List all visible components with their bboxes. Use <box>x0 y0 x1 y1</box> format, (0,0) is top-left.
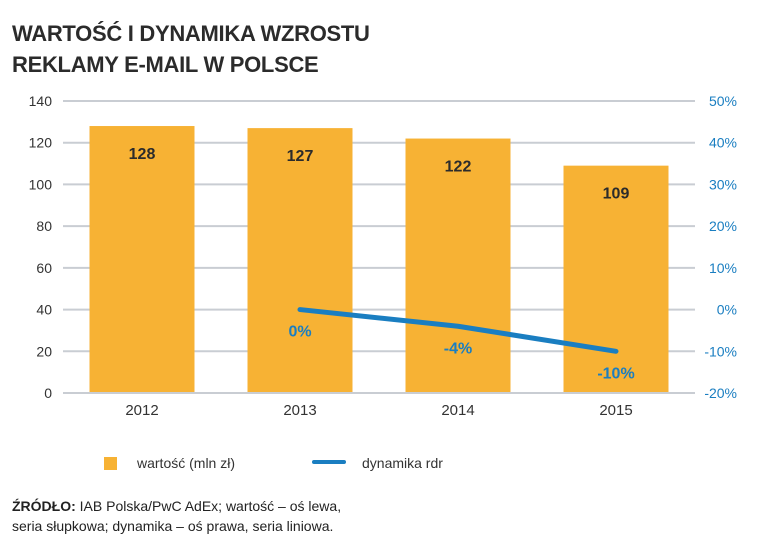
bar-value-label: 128 <box>129 146 156 163</box>
source-text: IAB Polska/PwC AdEx; wartość – oś lewa, <box>75 498 342 514</box>
right-tick-label: 50% <box>709 93 737 109</box>
bar <box>405 138 511 393</box>
title-line-2: REKLAMY E-MAIL W POLSCE <box>12 52 319 77</box>
legend-item-growth: dynamika rdr <box>312 455 443 471</box>
legend-label: dynamika rdr <box>362 455 443 471</box>
bar-value-label: 109 <box>603 186 630 203</box>
bar <box>89 126 195 394</box>
x-tick-label: 2012 <box>125 402 158 419</box>
x-tick-label: 2013 <box>283 402 316 419</box>
right-tick-label: 30% <box>709 176 737 192</box>
left-tick-label: 0 <box>44 385 52 401</box>
source-note: ŹRÓDŁO: IAB Polska/PwC AdEx; wartość – o… <box>12 496 341 536</box>
right-tick-label: 10% <box>709 260 737 276</box>
bar <box>563 165 669 393</box>
right-tick-label: 40% <box>709 135 737 151</box>
bar-value-label: 127 <box>287 148 314 165</box>
line-value-label: 0% <box>288 324 311 341</box>
left-tick-label: 80 <box>36 218 52 234</box>
bar <box>247 128 353 393</box>
line-value-label: -10% <box>597 365 634 382</box>
left-tick-label: 120 <box>29 135 53 151</box>
legend-swatch-line <box>312 460 346 464</box>
source-label: ŹRÓDŁO: <box>12 498 76 514</box>
line-value-label: -4% <box>444 340 472 357</box>
right-tick-label: 0% <box>717 302 737 318</box>
legend-item-value: wartość (mln zł) <box>104 455 235 471</box>
source-text-2: seria słupkowa; dynamika – oś prawa, ser… <box>12 518 334 534</box>
left-tick-label: 100 <box>29 176 53 192</box>
growth-line <box>297 307 619 354</box>
right-tick-label: -20% <box>704 385 737 401</box>
right-tick-label: -10% <box>704 343 737 359</box>
chart-title: WARTOŚĆ I DYNAMIKA WZROSTU REKLAMY E-MAI… <box>12 18 370 80</box>
left-tick-label: 40 <box>36 302 52 318</box>
x-tick-label: 2015 <box>599 402 632 419</box>
legend-swatch-bar <box>104 457 117 470</box>
x-tick-label: 2014 <box>441 402 474 419</box>
left-tick-label: 60 <box>36 260 52 276</box>
right-tick-label: 20% <box>709 218 737 234</box>
bar-value-label: 122 <box>445 159 472 176</box>
legend-label: wartość (mln zł) <box>137 455 236 471</box>
left-tick-label: 20 <box>36 343 52 359</box>
title-line-1: WARTOŚĆ I DYNAMIKA WZROSTU <box>12 21 370 46</box>
left-tick-label: 140 <box>29 93 53 109</box>
